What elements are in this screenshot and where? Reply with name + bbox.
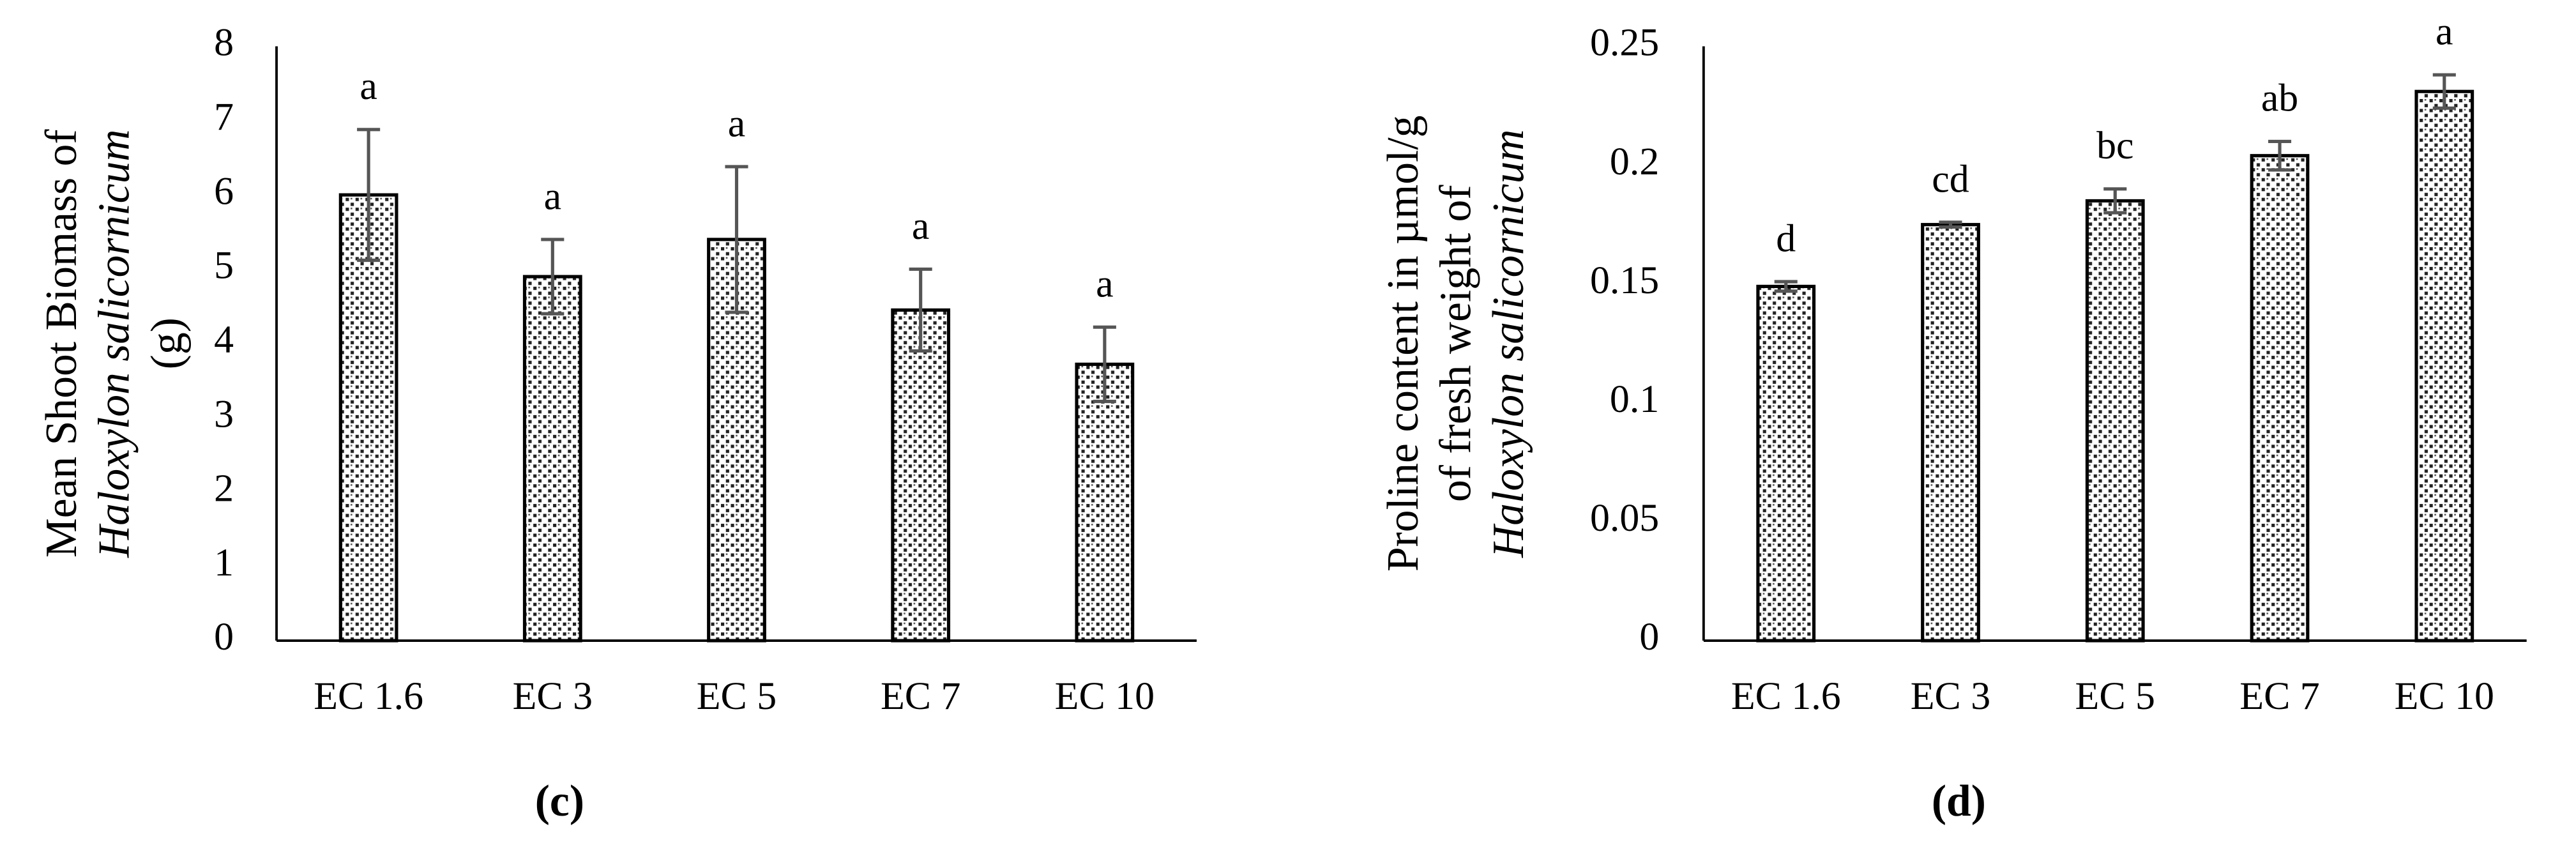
error-bar <box>1939 220 1962 229</box>
significance-letter: a <box>912 204 929 248</box>
y-tick-label: 1 <box>214 541 234 584</box>
significance-letter: d <box>1776 217 1796 260</box>
y-tick-label: 0.2 <box>1610 140 1659 183</box>
error-bar <box>725 165 748 314</box>
y-axis-label: Haloxylon salicornicum <box>1484 130 1533 559</box>
y-tick-label: 3 <box>214 392 234 436</box>
x-tick-label: EC 3 <box>1911 674 1990 718</box>
y-axis-label: of fresh weight of <box>1431 185 1480 502</box>
y-axis-label: Proline content in µmol/g <box>1379 116 1428 572</box>
y-tick-label: 0.15 <box>1590 259 1659 302</box>
error-bar <box>2432 73 2456 110</box>
significance-letter: a <box>2436 10 2453 54</box>
bar <box>2414 89 2474 643</box>
y-tick-label: 6 <box>214 169 234 213</box>
y-tick-label: 0 <box>1639 615 1659 658</box>
bar <box>522 275 582 643</box>
y-tick-label: 7 <box>214 95 234 139</box>
panel-label: (c) <box>535 777 584 826</box>
significance-letter: a <box>1096 263 1113 306</box>
error-bar <box>357 128 381 263</box>
significance-letter: ab <box>2261 77 2298 120</box>
x-tick-label: EC 7 <box>2239 674 2319 718</box>
significance-letter: bc <box>2096 124 2133 167</box>
bar <box>2250 154 2310 643</box>
significance-letter: a <box>544 174 561 218</box>
significance-letter: cd <box>1932 157 1969 201</box>
y-tick-label: 0 <box>214 615 234 658</box>
y-tick-label: 0.05 <box>1590 496 1659 540</box>
x-tick-label: EC 1.6 <box>314 674 423 718</box>
y-tick-label: 0.25 <box>1590 21 1659 65</box>
x-tick-label: EC 5 <box>2075 674 2155 718</box>
bar <box>1921 223 1980 643</box>
error-bar <box>541 238 564 316</box>
error-bar <box>1093 325 1116 404</box>
y-tick-label: 8 <box>214 21 234 65</box>
x-tick-label: EC 7 <box>881 674 960 718</box>
error-bar <box>2268 139 2292 172</box>
x-tick-label: EC 1.6 <box>1731 674 1841 718</box>
error-bar <box>1774 280 1798 293</box>
panel-label: (d) <box>1932 777 1986 826</box>
significance-letter: a <box>360 65 377 108</box>
y-tick-label: 4 <box>214 318 234 362</box>
bar <box>1075 362 1135 643</box>
x-tick-label: EC 3 <box>513 674 593 718</box>
y-tick-label: 5 <box>214 244 234 287</box>
bar <box>2085 199 2145 643</box>
x-tick-label: EC 10 <box>2395 674 2494 718</box>
y-axis-label: Mean Shoot Biomass of <box>37 129 86 558</box>
bar <box>338 193 398 643</box>
y-tick-label: 2 <box>214 467 234 510</box>
error-bar <box>909 267 932 353</box>
bar <box>891 308 951 643</box>
x-tick-label: EC 10 <box>1055 674 1155 718</box>
y-tick-label: 0.1 <box>1610 377 1659 421</box>
x-tick-label: EC 5 <box>697 674 777 718</box>
y-axis-label: (g) <box>142 317 192 369</box>
error-bar <box>2103 187 2127 215</box>
significance-letter: a <box>728 102 745 145</box>
bar <box>1756 284 1816 643</box>
y-axis-label: Haloxylon salicornicum <box>90 130 139 559</box>
